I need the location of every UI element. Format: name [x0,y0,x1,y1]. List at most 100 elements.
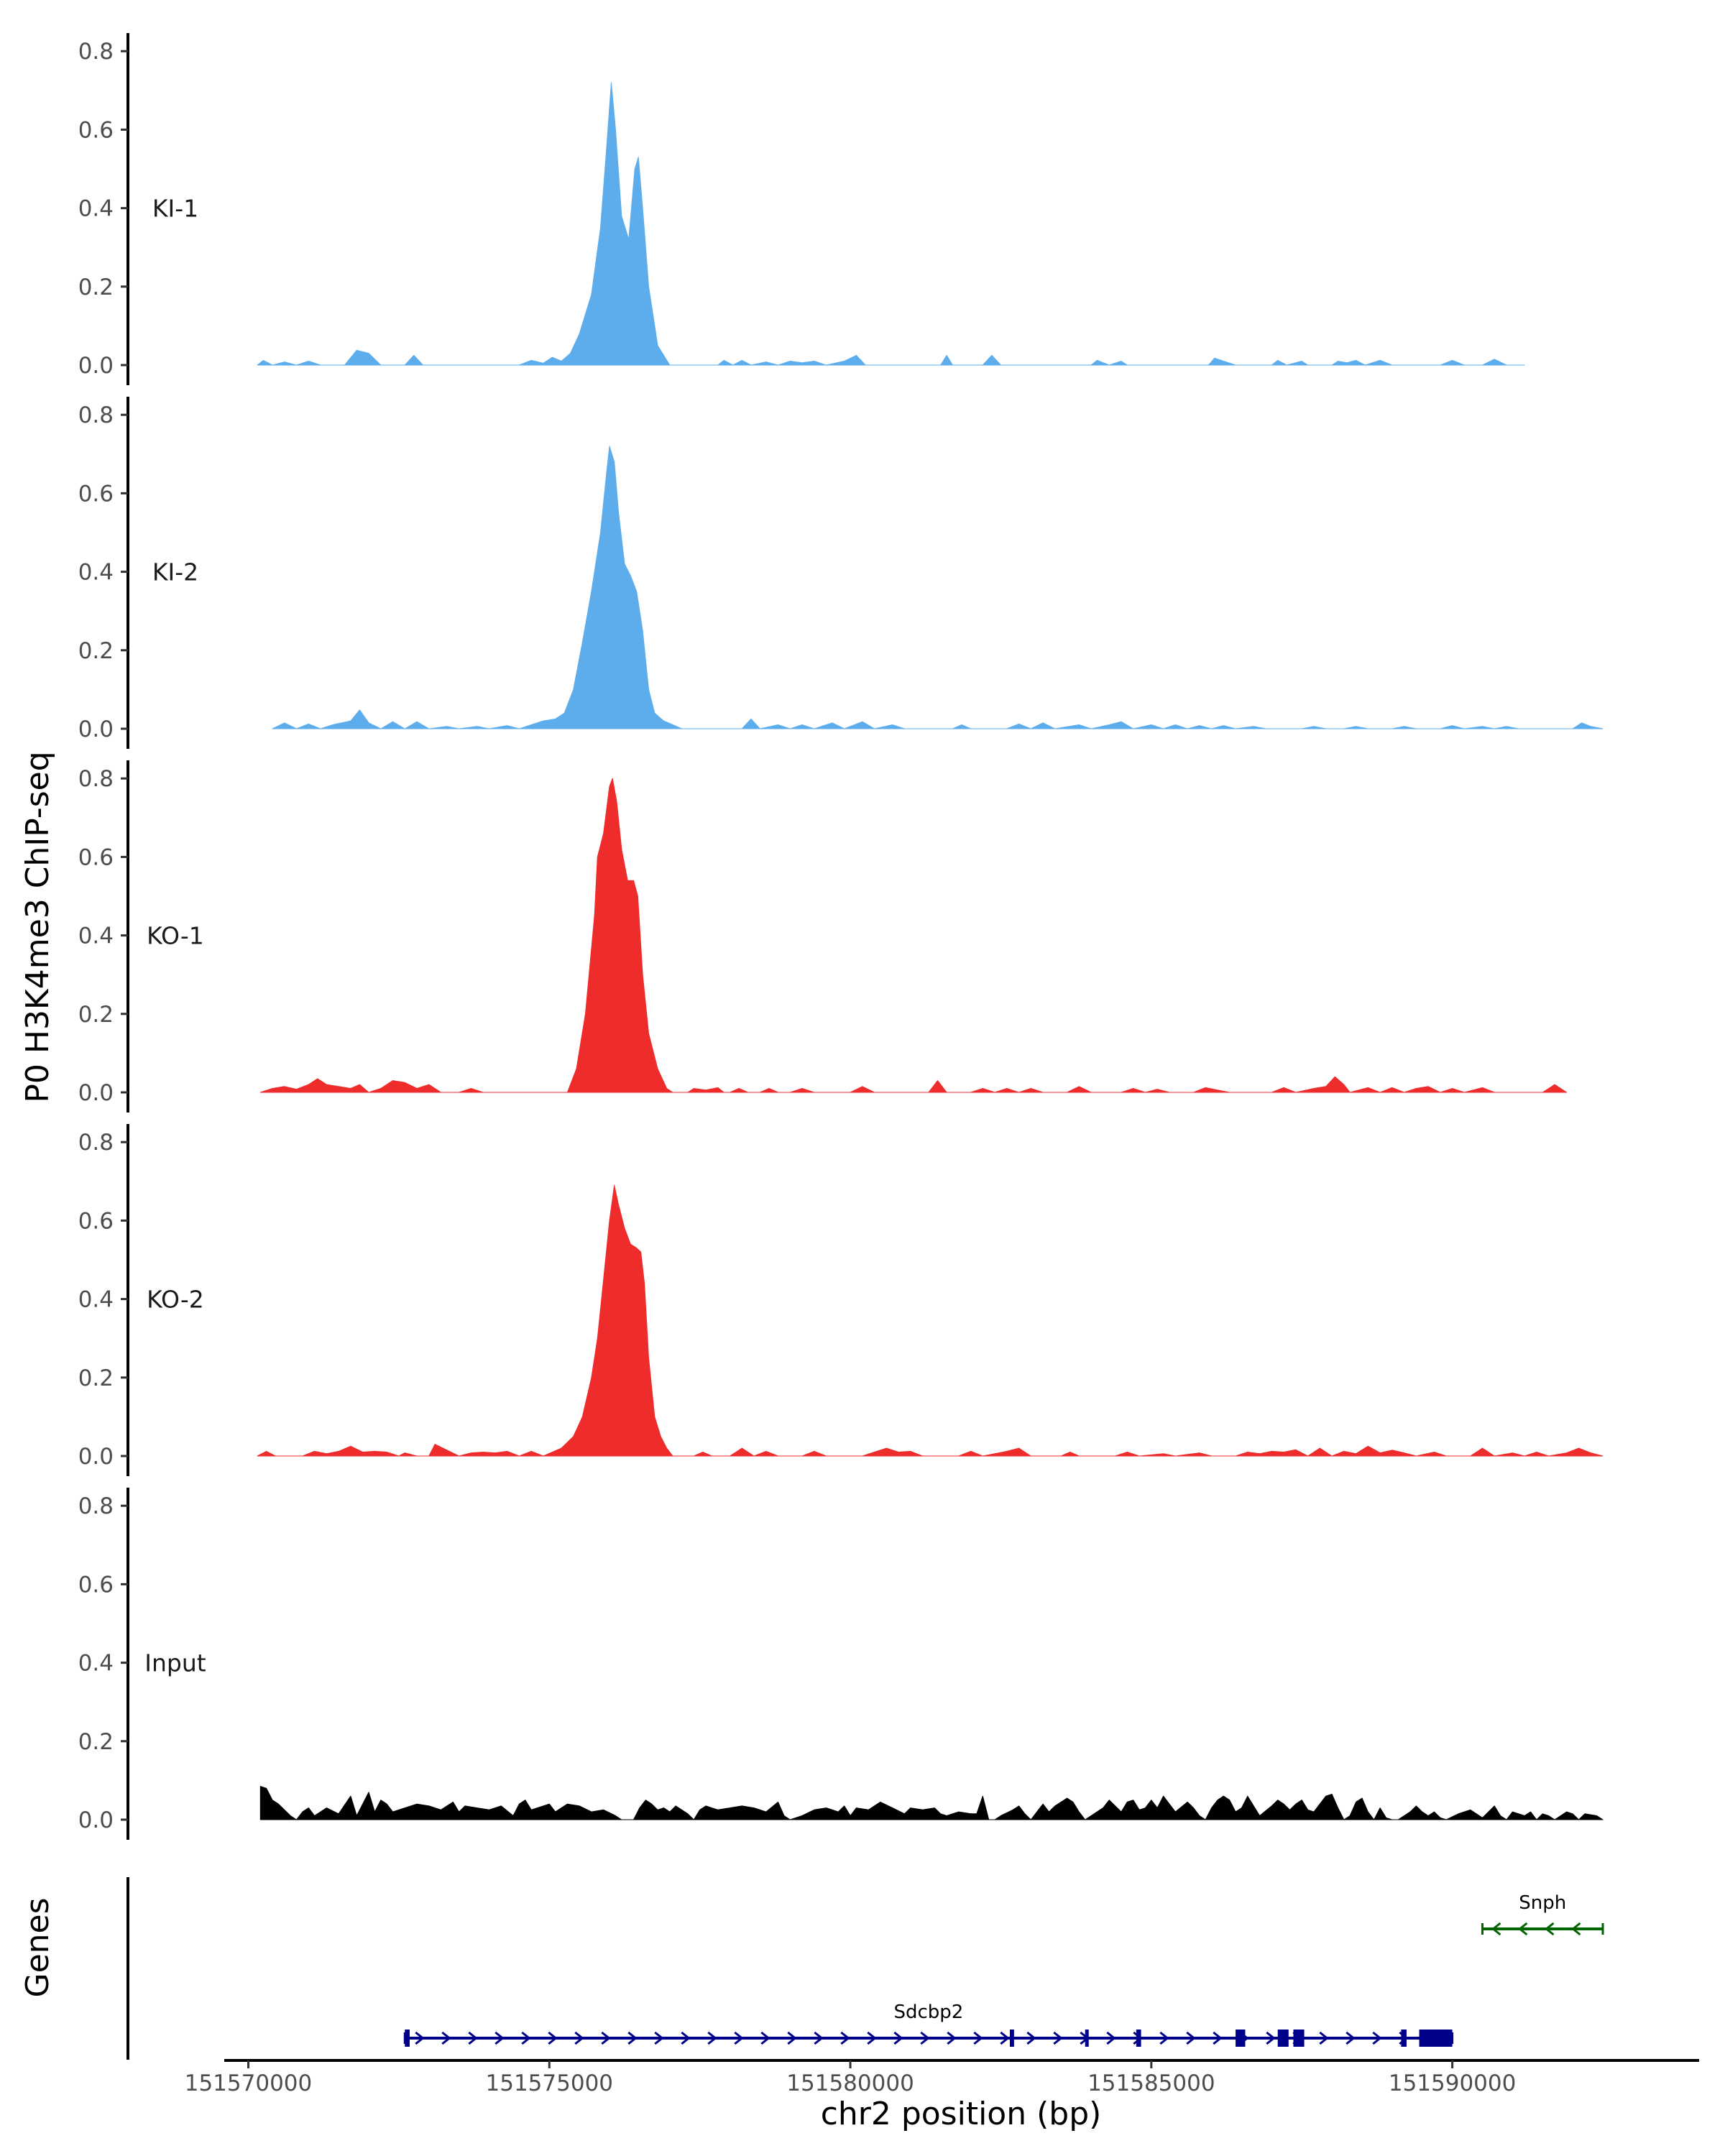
signal-area-ki-1 [257,82,1525,366]
strand-chevron [1571,1922,1581,1936]
track-ki-1: 0.0 0.2 0.4 0.6 0.8 KI-1 [78,33,1525,385]
y-axis-title: P0 H3K4me3 ChIP-seq [19,751,56,1102]
strand-chevron [1026,2031,1036,2045]
track-input: 0.0 0.2 0.4 0.6 0.8 Input [78,1488,1604,1840]
y-tick-label: 0.2 [78,1002,114,1028]
gene-sdcbp2: Sdcbp2 [403,2001,1454,2047]
exon-block [1401,2030,1407,2047]
exon-block [1293,2030,1305,2047]
strand-chevron [681,2031,691,2045]
y-tick-label: 0.6 [78,1572,114,1598]
y-tick-label: 0.8 [78,39,114,65]
y-tick-label: 0.8 [78,766,114,792]
track-label-ko-2: KO-2 [147,1286,204,1314]
track-label-ki-1: KI-1 [152,195,198,223]
signal-area-ko-2 [257,1184,1604,1457]
track-ko-2: 0.0 0.2 0.4 0.6 0.8 KO-2 [78,1124,1604,1476]
strand-chevron [920,2031,930,2045]
strand-chevron [601,2031,611,2045]
y-tick-label: 0.8 [78,1493,114,1519]
signal-area-ki-2 [272,446,1604,729]
strand-chevron [1159,2031,1169,2045]
y-tick-label: 0.2 [78,1729,114,1755]
y-tick-label: 0.4 [78,1287,114,1313]
strand-chevron [654,2031,664,2045]
exon-block [1236,2030,1246,2047]
track-ki-2: 0.0 0.2 0.4 0.6 0.8 KI-2 [78,397,1604,749]
exon-block [405,2030,410,2047]
exon-block [1277,2030,1289,2047]
y-tick-label: 0.6 [78,844,114,870]
exon-block [1136,2030,1141,2047]
track-label-input: Input [144,1649,206,1677]
strand-chevron [1266,2031,1276,2045]
x-axis: 151570000 151575000 151580000 151585000 1515… [185,2059,1699,2096]
y-tick-label: 0.4 [78,196,114,222]
strand-chevron [1053,2031,1063,2045]
exon-block [1085,2030,1089,2047]
y-tick-label: 0.6 [78,117,114,143]
strand-chevron [1346,2031,1356,2045]
strand-chevron [1106,2031,1116,2045]
y-tick-label: 0.0 [78,1444,114,1470]
y-tick-label: 0.0 [78,1807,114,1833]
y-tick-label: 0.4 [78,923,114,949]
gene-snph: Snph [1481,1892,1604,1936]
strand-chevron [814,2031,824,2045]
strand-chevron [787,2031,797,2045]
exon-block [1010,2030,1014,2047]
strand-chevron [468,2031,478,2045]
strand-chevron [947,2031,957,2045]
y-tick-label: 0.0 [78,1080,114,1106]
strand-chevron [1186,2031,1196,2045]
strand-chevron [1213,2031,1223,2045]
signal-tracks: 0.00.20.40.60.8KI-10.00.20.40.60.8KI-20.… [78,33,1604,1840]
track-ko-1: 0.0 0.2 0.4 0.6 0.8 KO-1 [78,760,1568,1112]
y-tick-label: 0.8 [78,1130,114,1156]
y-tick-label: 0.6 [78,1208,114,1234]
strand-chevron [893,2031,903,2045]
strand-chevron [548,2031,558,2045]
strand-chevron [1518,1922,1528,1936]
strand-chevron [441,2031,451,2045]
x-tick-label: 151570000 [185,2070,313,2096]
gene-label-sdcbp2: Sdcbp2 [894,2001,964,2023]
y-tick-label: 0.2 [78,275,114,300]
exon-block [1419,2030,1453,2047]
x-tick-label: 151580000 [786,2070,914,2096]
y-tick-label: 0.6 [78,481,114,507]
strand-chevron [973,2031,983,2045]
strand-chevron [494,2031,505,2045]
strand-chevron [760,2031,770,2045]
x-tick-label: 151590000 [1389,2070,1517,2096]
y-tick-label: 0.2 [78,1365,114,1391]
genes-axis-title: Genes [19,1897,56,1997]
strand-chevron [840,2031,850,2045]
x-axis-title: chr2 position (bp) [821,2096,1102,2132]
strand-chevron [415,2031,425,2045]
signal-area-ko-1 [259,778,1568,1093]
track-label-ko-1: KO-1 [147,922,204,950]
strand-chevron [1491,1922,1501,1936]
strand-chevron [1319,2031,1329,2045]
y-tick-label: 0.0 [78,353,114,379]
gene-track: Sdcbp2 Snph [126,1877,1604,2060]
strand-chevron [734,2031,744,2045]
gene-label-snph: Snph [1519,1892,1566,1914]
y-tick-label: 0.0 [78,717,114,742]
x-tick-label: 151585000 [1087,2070,1215,2096]
y-tick-label: 0.4 [78,1651,114,1677]
y-tick-label: 0.4 [78,560,114,586]
y-tick-label: 0.2 [78,638,114,664]
y-tick-label: 0.8 [78,402,114,428]
strand-chevron [574,2031,584,2045]
x-tick-label: 151575000 [486,2070,614,2096]
strand-chevron [627,2031,638,2045]
signal-area-input [259,1786,1604,1820]
strand-chevron [521,2031,531,2045]
track-label-ki-2: KI-2 [152,558,198,586]
strand-chevron [1372,2031,1382,2045]
strand-chevron [1545,1922,1555,1936]
strand-chevron [707,2031,717,2045]
